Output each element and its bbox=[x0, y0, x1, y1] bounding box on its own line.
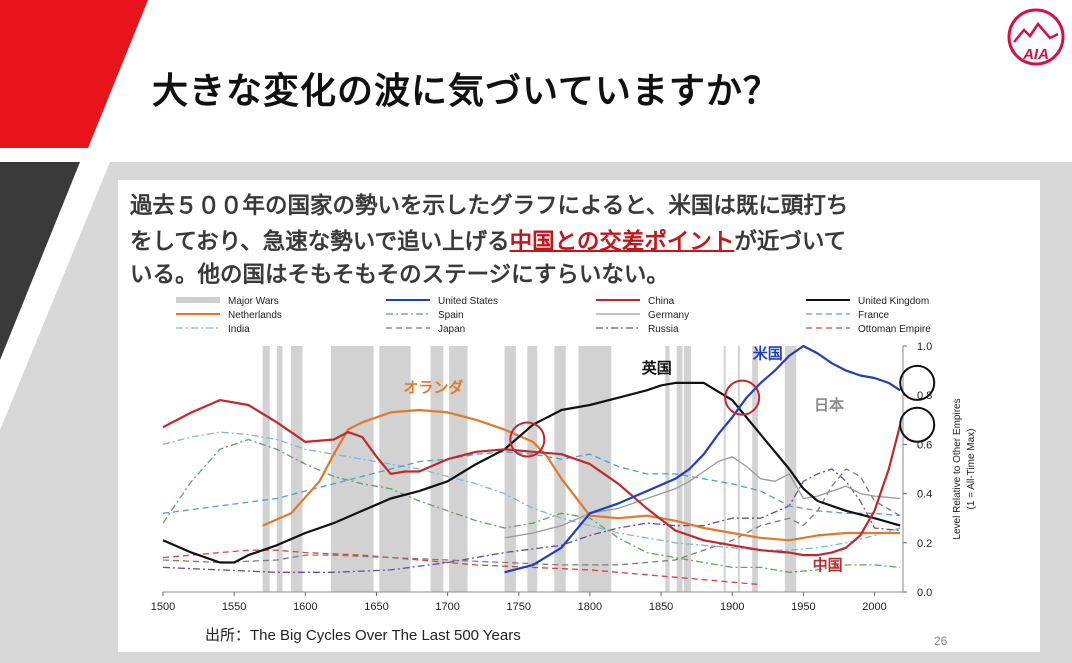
legend-label: India bbox=[228, 324, 250, 335]
slide-title: 大きな変化の波に気づいていますか？ bbox=[152, 71, 780, 112]
legend-item-major-wars: Major Wars bbox=[176, 296, 279, 307]
series-line-japan bbox=[162, 468, 901, 566]
series-line-netherlands bbox=[262, 408, 901, 542]
annotation-label: 英国 bbox=[642, 359, 672, 377]
legend-item-china: China bbox=[596, 296, 675, 307]
y-tick-label: 0.6 bbox=[917, 439, 932, 451]
legend-label: United Kingdom bbox=[858, 296, 929, 307]
legend-item-russia: Russia bbox=[596, 324, 679, 335]
legend-label: Japan bbox=[438, 324, 465, 335]
y-axis-label-note: (1 = All-Time Max) bbox=[966, 428, 977, 509]
legend-item-netherlands: Netherlands bbox=[176, 310, 282, 321]
x-tick-label: 2000 bbox=[862, 601, 886, 613]
legend-label: Germany bbox=[648, 310, 689, 321]
empire-cycles-chart: 1500 1550 1600 1650 1700 1750 1800 1850 1900 1950… bbox=[151, 296, 977, 613]
dark-accent-stripe bbox=[0, 162, 80, 360]
war-band bbox=[752, 346, 758, 592]
war-band bbox=[276, 346, 283, 592]
y-tick-label: 1.0 bbox=[917, 341, 932, 353]
series-line-united-states bbox=[504, 344, 901, 574]
legend-label: Netherlands bbox=[228, 310, 282, 321]
legend-item-ottoman-empire: Ottoman Empire bbox=[806, 324, 931, 335]
annotation-label: 中国 bbox=[813, 556, 843, 574]
x-tick-label: 1900 bbox=[720, 601, 744, 613]
war-band bbox=[578, 346, 612, 592]
legend-item-france: France bbox=[806, 310, 890, 321]
y-tick-label: 0.4 bbox=[917, 489, 932, 501]
description-line-3: いる。他の国はそもそもそのステージにすらいない。 bbox=[130, 262, 669, 288]
series-line-russia bbox=[162, 468, 901, 573]
war-band bbox=[676, 346, 683, 592]
y-axis-label: Level Relative to Other Empires bbox=[952, 398, 963, 539]
legend-label: France bbox=[858, 310, 890, 321]
annotation-label: オランダ bbox=[403, 379, 463, 397]
x-tick-label: 1750 bbox=[507, 601, 531, 613]
war-band bbox=[554, 346, 566, 592]
legend-label: Major Wars bbox=[228, 296, 279, 307]
war-band bbox=[330, 346, 374, 592]
description-line-1: 過去５００年の国家の勢いを示したグラフによると、米国は既に頭打ち bbox=[130, 193, 849, 219]
war-band bbox=[379, 346, 411, 592]
logo-text: AIA bbox=[1022, 46, 1049, 63]
legend-item-india: India bbox=[176, 324, 250, 335]
series-line-germany bbox=[504, 456, 901, 539]
y-tick-label: 0.0 bbox=[917, 587, 932, 599]
highlight-circle bbox=[899, 406, 936, 443]
source-citation: 出所：The Big Cycles Over The Last 500 Year… bbox=[205, 627, 521, 644]
y-tick-label: 0.2 bbox=[917, 538, 932, 550]
annotation-label: 米国 bbox=[753, 344, 783, 362]
war-band bbox=[737, 346, 740, 592]
war-band bbox=[527, 346, 538, 592]
legend-item-japan: Japan bbox=[386, 324, 465, 335]
legend-label: China bbox=[648, 296, 675, 307]
x-tick-label: 1550 bbox=[222, 601, 246, 613]
highlight-circle bbox=[724, 379, 761, 416]
x-tick-label: 1600 bbox=[293, 601, 317, 613]
x-tick-label: 1850 bbox=[649, 601, 673, 613]
legend-item-germany: Germany bbox=[596, 310, 689, 321]
x-tick-label: 1500 bbox=[151, 601, 175, 613]
red-accent-stripe bbox=[0, 0, 148, 148]
legend-label: United States bbox=[438, 296, 498, 307]
war-band bbox=[449, 346, 468, 592]
legend-item-united-states: United States bbox=[386, 296, 498, 307]
legend-item-spain: Spain bbox=[386, 310, 464, 321]
annotation-label: 日本 bbox=[814, 396, 844, 414]
war-band bbox=[430, 346, 444, 592]
highlight-circle bbox=[899, 364, 936, 401]
highlight-china-crossover: 中国との交差ポイント bbox=[509, 229, 735, 255]
series-line-china bbox=[162, 398, 902, 557]
legend-item-united-kingdom: United Kingdom bbox=[806, 296, 929, 307]
page-number: 26 bbox=[934, 634, 948, 648]
war-band bbox=[683, 346, 691, 592]
description-line-2-start: をしており、急速な勢いで追い上げる bbox=[130, 229, 510, 255]
description-line-2: をしており、急速な勢いで追い上げる中国との交差ポイントが近づいて bbox=[130, 224, 846, 256]
war-band bbox=[291, 346, 303, 592]
war-band bbox=[784, 346, 797, 592]
x-tick-label: 1950 bbox=[791, 601, 815, 613]
x-tick-label: 1650 bbox=[364, 601, 388, 613]
legend-swatch bbox=[176, 297, 220, 303]
legend-label: Spain bbox=[438, 310, 464, 321]
legend-label: Russia bbox=[648, 324, 679, 335]
description-line-2-end: が近づいて bbox=[734, 229, 847, 255]
war-band bbox=[723, 346, 726, 592]
x-tick-label: 1800 bbox=[578, 601, 602, 613]
series-line-united-kingdom bbox=[162, 381, 901, 564]
highlight-circle bbox=[509, 421, 546, 458]
legend-label: Ottoman Empire bbox=[858, 324, 931, 335]
series-line-spain bbox=[162, 438, 901, 573]
war-band bbox=[665, 346, 670, 592]
war-band bbox=[262, 346, 270, 592]
x-tick-label: 1700 bbox=[435, 601, 459, 613]
series-line-india bbox=[162, 431, 901, 551]
series-line-france bbox=[162, 451, 901, 517]
aia-logo: AIA bbox=[1007, 8, 1065, 66]
war-band bbox=[504, 346, 516, 592]
